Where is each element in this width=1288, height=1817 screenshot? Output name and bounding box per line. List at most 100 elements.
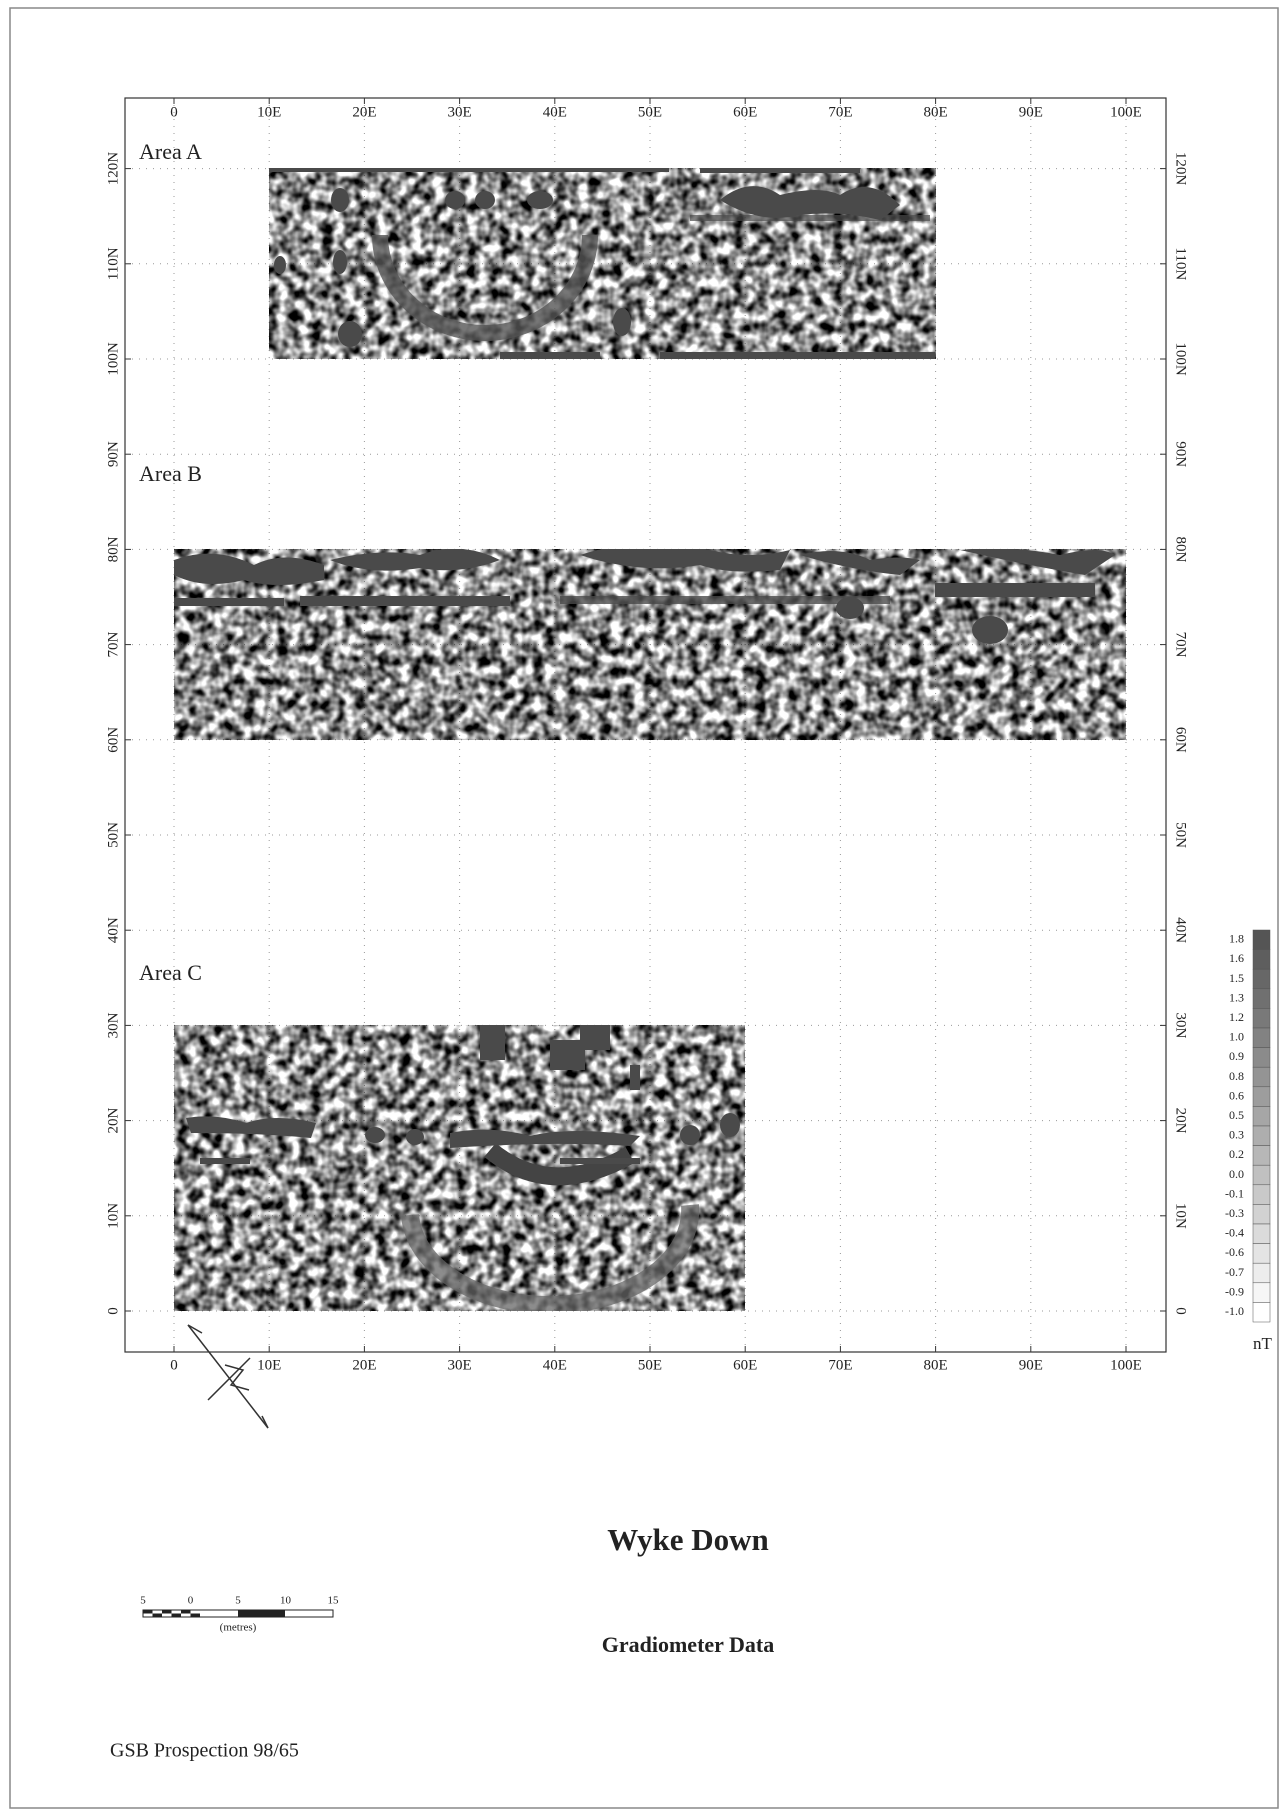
x-tick-label: 0 — [170, 104, 178, 120]
y-tick-label: 120N — [105, 152, 121, 186]
legend-label: 1.6 — [1229, 951, 1244, 965]
legend-swatch — [1253, 1165, 1270, 1185]
y-tick-label: 20N — [1173, 1108, 1189, 1134]
legend-swatch — [1253, 1224, 1270, 1244]
legend-label: -0.7 — [1225, 1265, 1244, 1279]
x-tick-label: 80E — [924, 1357, 948, 1373]
x-tick-label: 30E — [448, 1357, 472, 1373]
y-tick-label: 60N — [1173, 727, 1189, 753]
y-tick-label: 0 — [1173, 1307, 1189, 1315]
y-tick-label: 100N — [105, 342, 121, 376]
y-tick-label: 10N — [1173, 1203, 1189, 1229]
x-tick-label: 0 — [170, 1357, 178, 1373]
y-tick-label: 40N — [105, 917, 121, 943]
area-label: Area A — [139, 139, 202, 164]
scale-bar — [143, 1610, 333, 1617]
x-tick-label: 20E — [352, 1357, 376, 1373]
scale-label: 10 — [280, 1595, 292, 1607]
title: Wyke Down — [607, 1522, 769, 1557]
y-tick-label: 20N — [105, 1108, 121, 1134]
scale-unit: (metres) — [220, 1622, 257, 1634]
legend-label: -0.6 — [1225, 1245, 1244, 1259]
y-tick-label: 90N — [105, 441, 121, 467]
scale-label: 0 — [188, 1595, 194, 1607]
legend-swatch — [1253, 1087, 1270, 1107]
y-tick-label: 10N — [105, 1203, 121, 1229]
x-tick-label: 20E — [352, 104, 376, 120]
x-tick-label: 40E — [543, 104, 567, 120]
legend-swatch — [1253, 989, 1270, 1009]
x-tick-label: 100E — [1110, 104, 1142, 120]
scale-label: 5 — [235, 1595, 241, 1607]
legend-label: 0.0 — [1229, 1167, 1244, 1181]
legend-swatch — [1253, 1146, 1270, 1166]
x-tick-label: 40E — [543, 1357, 567, 1373]
survey-sheet: 0010E10E20E20E30E30E40E40E50E50E60E60E70… — [0, 0, 1288, 1817]
legend-swatch — [1253, 1106, 1270, 1126]
y-tick-label: 90N — [1173, 441, 1189, 467]
y-tick-label: 120N — [1173, 152, 1189, 186]
subtitle: Gradiometer Data — [602, 1632, 775, 1657]
y-tick-label: 60N — [105, 727, 121, 753]
y-tick-label: 0 — [105, 1307, 121, 1315]
x-tick-label: 50E — [638, 1357, 662, 1373]
x-tick-label: 60E — [733, 1357, 757, 1373]
legend-label: 0.9 — [1229, 1049, 1244, 1063]
area-c-raster — [174, 1025, 745, 1311]
scale-label: 15 — [328, 1595, 340, 1607]
legend-swatch — [1253, 1048, 1270, 1068]
legend-label: 1.2 — [1229, 1010, 1244, 1024]
area-label: Area C — [139, 960, 202, 985]
y-tick-label: 30N — [105, 1012, 121, 1038]
y-tick-label: 50N — [105, 822, 121, 848]
legend-swatch — [1253, 1283, 1270, 1303]
legend-swatch — [1253, 1204, 1270, 1224]
legend-label: 1.0 — [1229, 1030, 1244, 1044]
y-tick-label: 70N — [1173, 632, 1189, 658]
y-tick-label: 100N — [1173, 342, 1189, 376]
area-label: Area B — [139, 461, 202, 486]
legend-swatch — [1253, 1028, 1270, 1048]
legend-label: 0.8 — [1229, 1069, 1244, 1083]
legend-unit: nT — [1253, 1334, 1273, 1353]
legend-swatch — [1253, 1067, 1270, 1087]
x-tick-label: 100E — [1110, 1357, 1142, 1373]
legend-swatch — [1253, 950, 1270, 970]
y-tick-label: 40N — [1173, 917, 1189, 943]
y-tick-label: 80N — [105, 536, 121, 562]
legend-label: 1.3 — [1229, 990, 1244, 1004]
area-b-raster — [174, 544, 1126, 740]
legend-swatch — [1253, 1302, 1270, 1322]
legend-label: -1.0 — [1225, 1304, 1244, 1318]
x-tick-label: 10E — [257, 104, 281, 120]
y-tick-label: 50N — [1173, 822, 1189, 848]
y-tick-label: 110N — [105, 247, 121, 280]
y-tick-label: 30N — [1173, 1012, 1189, 1038]
x-tick-label: 70E — [828, 104, 852, 120]
legend-swatch — [1253, 1244, 1270, 1264]
y-tick-label: 80N — [1173, 536, 1189, 562]
x-tick-label: 90E — [1019, 104, 1043, 120]
north-arrow — [188, 1325, 268, 1428]
legend-label: 1.5 — [1229, 971, 1244, 985]
y-tick-label: 70N — [105, 632, 121, 658]
x-tick-label: 10E — [257, 1357, 281, 1373]
legend-label: -0.4 — [1225, 1226, 1244, 1240]
x-tick-label: 90E — [1019, 1357, 1043, 1373]
legend-swatch — [1253, 1185, 1270, 1205]
legend-swatch — [1253, 1263, 1270, 1283]
legend-swatch — [1253, 930, 1270, 950]
legend-label: 0.2 — [1229, 1147, 1244, 1161]
legend-label: 1.8 — [1229, 932, 1244, 946]
legend-swatch — [1253, 969, 1270, 989]
legend-swatch — [1253, 1008, 1270, 1028]
colour-scale: 1.81.61.51.31.21.00.90.80.60.50.30.20.0-… — [1225, 930, 1273, 1353]
legend-label: -0.3 — [1225, 1206, 1244, 1220]
scale-label: 5 — [140, 1595, 146, 1607]
x-tick-label: 80E — [924, 104, 948, 120]
x-tick-label: 70E — [828, 1357, 852, 1373]
legend-label: 0.3 — [1229, 1128, 1244, 1142]
y-tick-label: 110N — [1173, 247, 1189, 280]
x-tick-label: 30E — [448, 104, 472, 120]
legend-swatch — [1253, 1126, 1270, 1146]
